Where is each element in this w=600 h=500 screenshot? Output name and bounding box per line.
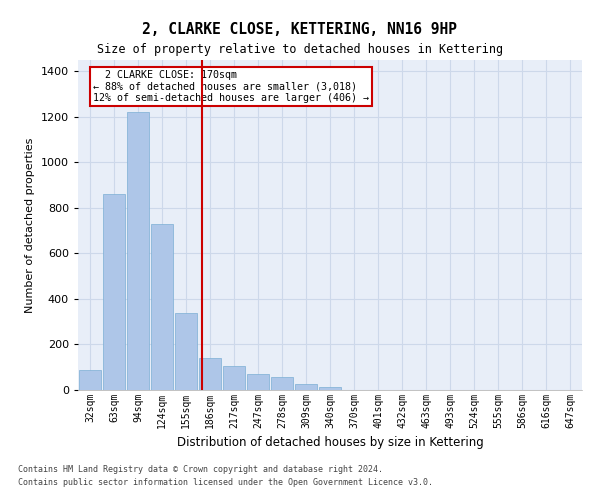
Bar — [247, 374, 269, 390]
Bar — [319, 386, 341, 390]
Text: Contains public sector information licensed under the Open Government Licence v3: Contains public sector information licen… — [18, 478, 433, 487]
Text: Size of property relative to detached houses in Kettering: Size of property relative to detached ho… — [97, 42, 503, 56]
Bar — [223, 366, 245, 390]
Text: 2, CLARKE CLOSE, KETTERING, NN16 9HP: 2, CLARKE CLOSE, KETTERING, NN16 9HP — [143, 22, 458, 38]
Bar — [151, 224, 173, 390]
Text: Contains HM Land Registry data © Crown copyright and database right 2024.: Contains HM Land Registry data © Crown c… — [18, 466, 383, 474]
Y-axis label: Number of detached properties: Number of detached properties — [25, 138, 35, 312]
Bar — [103, 194, 125, 390]
Bar — [127, 112, 149, 390]
Bar — [175, 312, 197, 390]
Bar — [199, 358, 221, 390]
Bar — [271, 378, 293, 390]
Text: 2 CLARKE CLOSE: 170sqm
← 88% of detached houses are smaller (3,018)
12% of semi-: 2 CLARKE CLOSE: 170sqm ← 88% of detached… — [93, 70, 369, 103]
X-axis label: Distribution of detached houses by size in Kettering: Distribution of detached houses by size … — [176, 436, 484, 450]
Bar — [79, 370, 101, 390]
Bar — [295, 384, 317, 390]
